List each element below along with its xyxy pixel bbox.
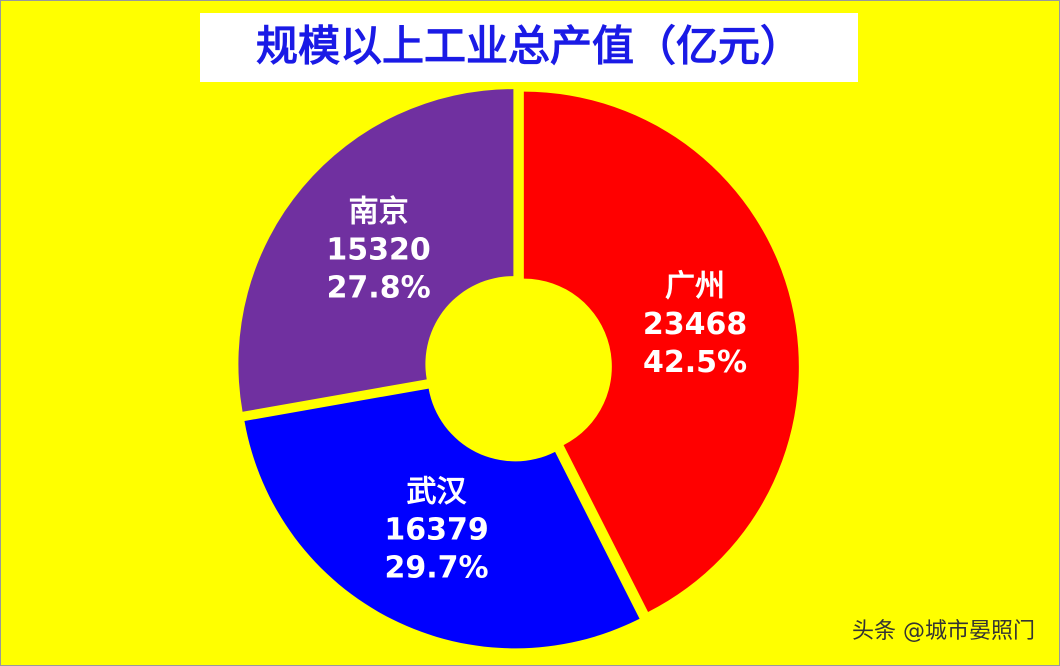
slice-category: 武汉 bbox=[407, 474, 468, 509]
slice-percent: 27.8% bbox=[327, 270, 431, 305]
slice-value: 15320 bbox=[326, 232, 430, 267]
slice-value: 16379 bbox=[384, 512, 488, 547]
slice-percent: 29.7% bbox=[385, 550, 489, 585]
chart-title: 规模以上工业总产值（亿元） bbox=[256, 22, 802, 71]
watermark: 头条 @城市晏照门 bbox=[852, 619, 1035, 644]
slice-category: 南京 bbox=[349, 194, 409, 229]
slice bbox=[244, 388, 640, 649]
title-box bbox=[200, 13, 858, 82]
slice-percent: 42.5% bbox=[643, 345, 747, 380]
donut-hole bbox=[432, 282, 604, 454]
slice-category: 广州 bbox=[665, 269, 725, 304]
slice bbox=[238, 89, 514, 412]
slice-value: 23468 bbox=[643, 307, 747, 342]
donut bbox=[238, 89, 799, 649]
slice bbox=[523, 91, 799, 612]
